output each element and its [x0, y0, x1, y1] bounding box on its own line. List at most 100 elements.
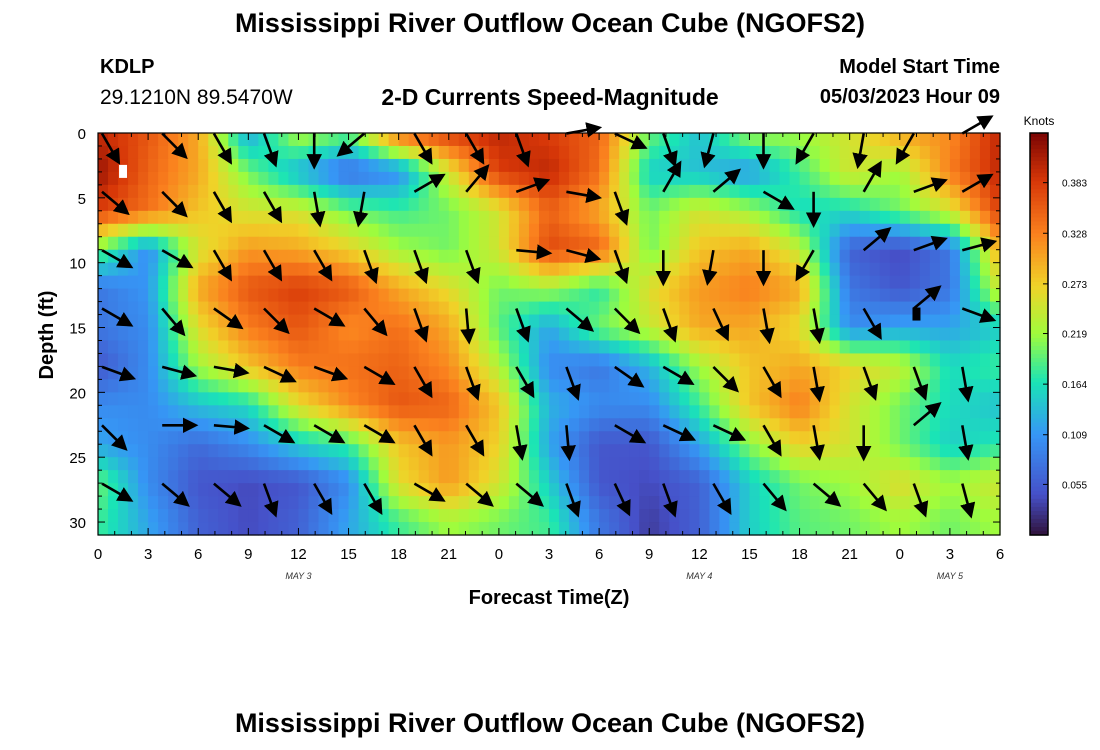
- heatmap-cell: [969, 249, 981, 264]
- heatmap-cell: [158, 392, 169, 406]
- heatmap-cell: [518, 496, 530, 510]
- colorbar-segment: [1030, 410, 1048, 415]
- heatmap-cell: [498, 158, 510, 173]
- colorbar-segment: [1030, 133, 1048, 138]
- heatmap-cell: [288, 522, 300, 536]
- heatmap-cell: [789, 353, 801, 368]
- heatmap-cell: [248, 327, 259, 342]
- heatmap-cell: [228, 444, 239, 458]
- heatmap-cell: [458, 418, 470, 432]
- heatmap-cell: [378, 197, 390, 212]
- heatmap-cell: [899, 288, 911, 303]
- heatmap-cell: [619, 340, 630, 355]
- heatmap-cell: [538, 184, 550, 199]
- heatmap-cell: [208, 249, 219, 264]
- heatmap-cell: [689, 366, 700, 380]
- heatmap-cell: [859, 353, 871, 368]
- heatmap-cell: [989, 145, 1001, 160]
- heatmap-cell: [599, 171, 610, 186]
- heatmap-cell: [839, 522, 851, 536]
- heatmap-cell: [889, 457, 901, 471]
- heatmap-cell: [208, 223, 219, 238]
- current-vector-arrow: [101, 482, 134, 502]
- heatmap-cell: [268, 288, 279, 303]
- colorbar-segment: [1030, 478, 1048, 484]
- heatmap-cell: [98, 314, 109, 329]
- heatmap-cell: [699, 522, 710, 536]
- heatmap-cell: [438, 496, 450, 510]
- heatmap-cell: [138, 340, 149, 355]
- current-vector-arrow: [614, 365, 645, 388]
- colorbar-segment: [1030, 325, 1048, 331]
- heatmap-cell: [538, 405, 550, 419]
- heatmap-cell: [679, 405, 690, 419]
- heatmap-cell: [438, 249, 450, 264]
- heatmap-cell: [378, 210, 390, 225]
- heatmap-cell: [599, 210, 610, 225]
- heatmap-cell: [959, 288, 971, 303]
- colorbar-segment: [1030, 522, 1048, 528]
- heatmap-cell: [368, 301, 380, 316]
- heatmap-cell: [979, 145, 991, 160]
- heatmap-cell: [208, 457, 219, 471]
- heatmap-cell: [128, 158, 139, 173]
- heatmap-cell: [488, 223, 500, 238]
- heatmap-cell: [458, 301, 470, 316]
- heatmap-cell: [388, 197, 400, 212]
- heatmap-cell: [288, 301, 300, 316]
- heatmap-cell: [498, 353, 510, 368]
- heatmap-cell: [248, 509, 259, 523]
- heatmap-cell: [148, 431, 159, 445]
- heatmap-cell: [468, 275, 480, 290]
- heatmap-cell: [308, 379, 320, 393]
- heatmap-cell: [208, 353, 219, 368]
- heatmap-cell: [378, 340, 390, 355]
- heatmap-cell: [238, 418, 249, 432]
- heatmap-cell: [368, 379, 380, 393]
- heatmap-cell: [819, 379, 831, 393]
- heatmap-cell: [508, 483, 520, 497]
- colorbar-segment: [1030, 442, 1048, 448]
- heatmap-cell: [518, 133, 530, 147]
- heatmap-cell: [589, 314, 600, 329]
- heatmap-cell: [669, 171, 680, 186]
- heatmap-cell: [98, 249, 109, 264]
- heatmap-cell: [288, 133, 300, 147]
- heatmap-cell: [819, 457, 831, 471]
- heatmap-cell: [679, 158, 690, 173]
- heatmap-cell: [318, 470, 330, 484]
- heatmap-cell: [849, 392, 861, 406]
- heatmap-cell: [629, 340, 640, 355]
- heatmap-cell: [549, 405, 560, 419]
- heatmap-cell: [889, 184, 901, 199]
- heatmap-cell: [729, 249, 741, 264]
- heatmap-cell: [769, 145, 781, 160]
- heatmap-cell: [208, 145, 219, 160]
- heatmap-cell: [298, 314, 310, 329]
- heatmap-cell: [749, 379, 761, 393]
- heatmap-cell: [368, 470, 380, 484]
- heatmap-cell: [268, 184, 279, 199]
- heatmap-cell: [879, 262, 891, 277]
- heatmap-cell: [739, 158, 751, 173]
- current-vector-arrow: [961, 237, 998, 253]
- heatmap-cell: [248, 457, 259, 471]
- heatmap-cell: [919, 171, 931, 186]
- heatmap-cell: [158, 133, 169, 147]
- heatmap-cell: [939, 210, 951, 225]
- heatmap-cell: [478, 249, 490, 264]
- heatmap-cell: [518, 262, 530, 277]
- heatmap-cell: [949, 522, 961, 536]
- heatmap-cell: [488, 262, 500, 277]
- heatmap-cell: [438, 418, 450, 432]
- heatmap-cell: [679, 249, 690, 264]
- heatmap-cell: [148, 418, 159, 432]
- heatmap-cell: [939, 457, 951, 471]
- heatmap-cell: [619, 444, 630, 458]
- heatmap-cell: [729, 288, 741, 303]
- heatmap-cell: [148, 145, 159, 160]
- heatmap-cell: [268, 444, 279, 458]
- heatmap-cell: [779, 405, 791, 419]
- heatmap-cell: [569, 197, 580, 212]
- heatmap-cell: [609, 262, 620, 277]
